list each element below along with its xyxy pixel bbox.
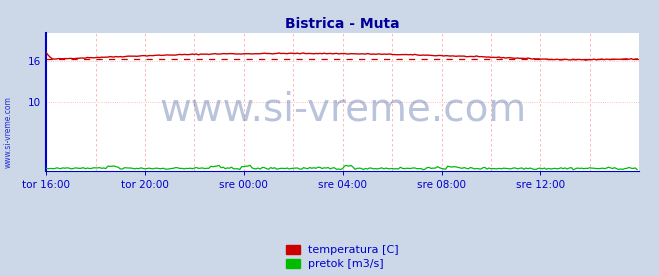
Text: www.si-vreme.com: www.si-vreme.com bbox=[159, 90, 527, 128]
Legend: temperatura [C], pretok [m3/s]: temperatura [C], pretok [m3/s] bbox=[286, 245, 399, 269]
Text: www.si-vreme.com: www.si-vreme.com bbox=[4, 97, 13, 168]
Title: Bistrica - Muta: Bistrica - Muta bbox=[285, 17, 400, 31]
